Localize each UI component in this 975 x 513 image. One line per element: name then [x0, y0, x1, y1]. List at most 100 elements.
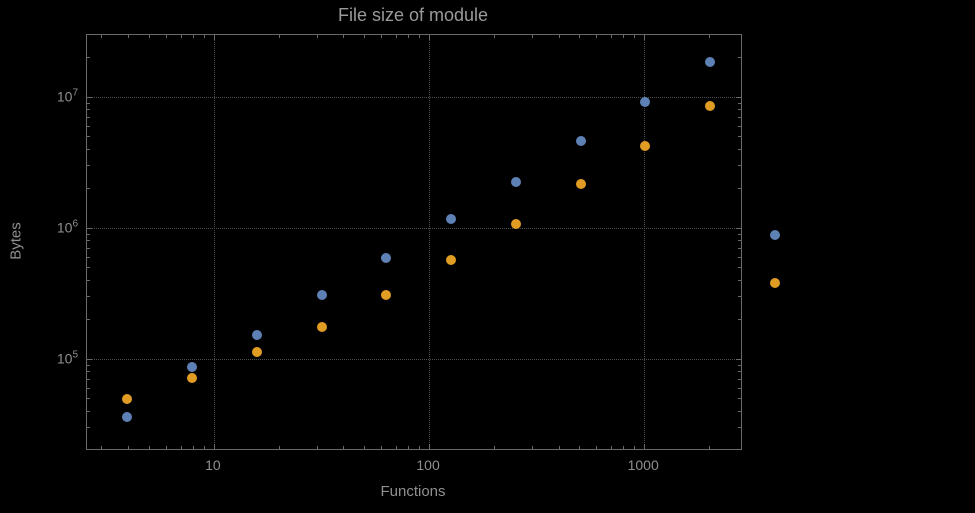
y-tick	[738, 319, 741, 321]
y-tick	[87, 116, 90, 118]
x-tick	[596, 446, 598, 449]
data-point	[510, 176, 521, 187]
x-tick	[419, 446, 421, 449]
y-tick	[738, 247, 741, 249]
y-gridline	[87, 227, 741, 229]
y-tick	[87, 364, 90, 366]
x-tick	[493, 446, 495, 449]
y-tick	[87, 279, 90, 281]
y-tick	[87, 371, 90, 373]
x-tick	[644, 444, 646, 449]
data-point	[446, 254, 457, 265]
data-point	[122, 394, 133, 405]
data-point	[187, 361, 198, 372]
y-tick-label: 105	[56, 349, 78, 366]
x-tick	[429, 444, 431, 449]
x-tick	[149, 446, 151, 449]
x-tick	[395, 446, 397, 449]
data-point	[251, 347, 262, 358]
x-tick	[596, 35, 598, 38]
x-tick	[101, 35, 103, 38]
data-point	[705, 101, 716, 112]
y-tick	[738, 427, 741, 429]
x-tick	[149, 35, 151, 38]
y-tick	[738, 378, 741, 380]
y-tick	[87, 267, 90, 269]
x-tick	[419, 35, 421, 38]
x-tick	[381, 35, 383, 38]
x-tick	[395, 35, 397, 38]
data-point	[381, 252, 392, 263]
data-point	[316, 290, 327, 301]
x-gridline	[429, 35, 431, 449]
x-tick	[316, 35, 318, 38]
x-tick	[493, 35, 495, 38]
y-tick	[87, 227, 92, 229]
x-tick	[343, 446, 345, 449]
y-tick	[87, 387, 90, 389]
x-tick	[364, 446, 366, 449]
x-tick	[166, 35, 168, 38]
y-tick	[738, 387, 741, 389]
y-tick-label: 107	[56, 87, 78, 104]
x-tick	[429, 35, 431, 40]
x-tick-label: 100	[416, 457, 440, 473]
plot-area	[86, 34, 742, 450]
y-tick	[738, 233, 741, 235]
y-tick	[87, 102, 90, 104]
x-tick	[381, 446, 383, 449]
x-tick	[278, 446, 280, 449]
y-tick	[738, 364, 741, 366]
y-tick	[738, 410, 741, 412]
y-tick-label: 106	[56, 218, 78, 235]
x-tick	[623, 446, 625, 449]
x-tick	[101, 446, 103, 449]
y-tick	[738, 188, 741, 190]
y-tick	[87, 165, 90, 167]
x-tick	[644, 35, 646, 40]
x-tick	[708, 35, 710, 38]
y-tick	[738, 116, 741, 118]
data-point	[446, 213, 457, 224]
x-tick	[408, 446, 410, 449]
data-point	[122, 412, 133, 423]
data-point	[575, 136, 586, 146]
y-tick	[87, 109, 90, 111]
y-tick	[738, 148, 741, 150]
y-tick	[87, 410, 90, 412]
x-tick	[166, 446, 168, 449]
data-point	[316, 322, 327, 333]
y-tick	[87, 233, 90, 235]
y-tick	[738, 398, 741, 400]
x-tick	[558, 446, 560, 449]
y-tick	[738, 256, 741, 258]
x-tick	[180, 446, 182, 449]
data-point	[187, 372, 198, 383]
x-tick	[408, 35, 410, 38]
y-tick	[738, 267, 741, 269]
x-tick	[364, 35, 366, 38]
data-point	[510, 218, 521, 229]
data-point	[640, 141, 651, 152]
y-tick	[87, 398, 90, 400]
x-tick	[634, 35, 636, 38]
x-tick	[558, 35, 560, 38]
x-tick	[343, 35, 345, 38]
chart-title: File size of module	[337, 5, 489, 25]
y-tick	[87, 57, 90, 59]
y-tick	[736, 227, 741, 229]
x-tick	[623, 35, 625, 38]
y-tick	[87, 148, 90, 150]
y-tick	[87, 319, 90, 321]
x-tick	[180, 35, 182, 38]
x-tick	[128, 35, 130, 38]
x-tick	[531, 35, 533, 38]
x-tick	[204, 446, 206, 449]
y-tick	[87, 240, 90, 242]
y-tick	[87, 358, 92, 360]
y-tick	[738, 136, 741, 137]
y-tick	[87, 378, 90, 380]
y-tick	[738, 57, 741, 59]
y-axis-label: Bytes	[7, 222, 25, 260]
